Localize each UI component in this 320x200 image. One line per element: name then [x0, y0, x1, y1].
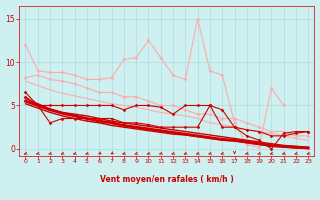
X-axis label: Vent moyen/en rafales ( km/h ): Vent moyen/en rafales ( km/h ) — [100, 175, 234, 184]
